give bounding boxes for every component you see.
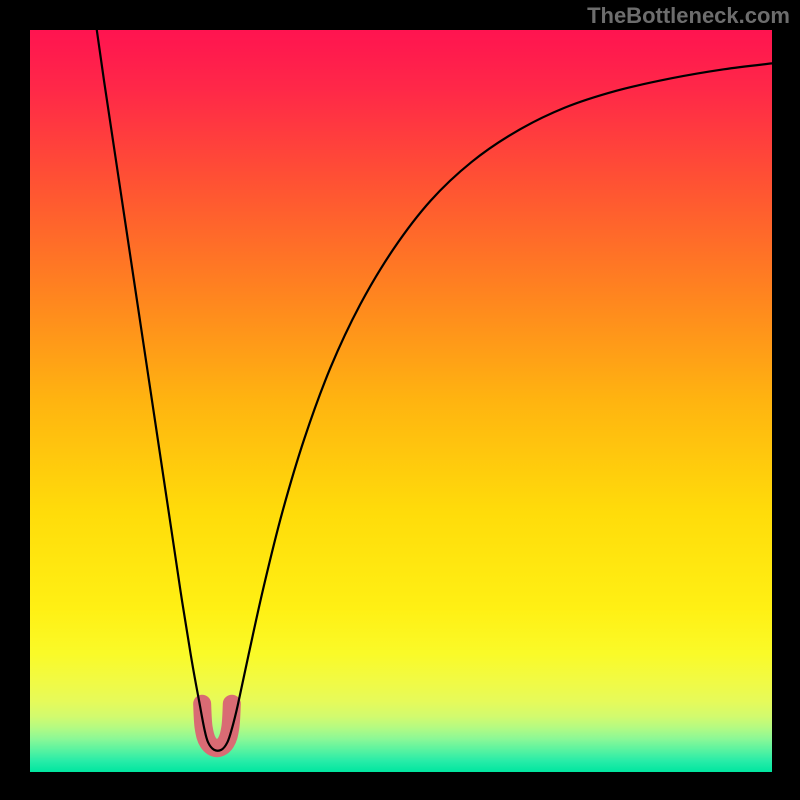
main-bottleneck-curve [97,30,772,751]
watermark-text: TheBottleneck.com [587,3,790,29]
plot-area [30,30,772,772]
curve-layer [30,30,772,772]
